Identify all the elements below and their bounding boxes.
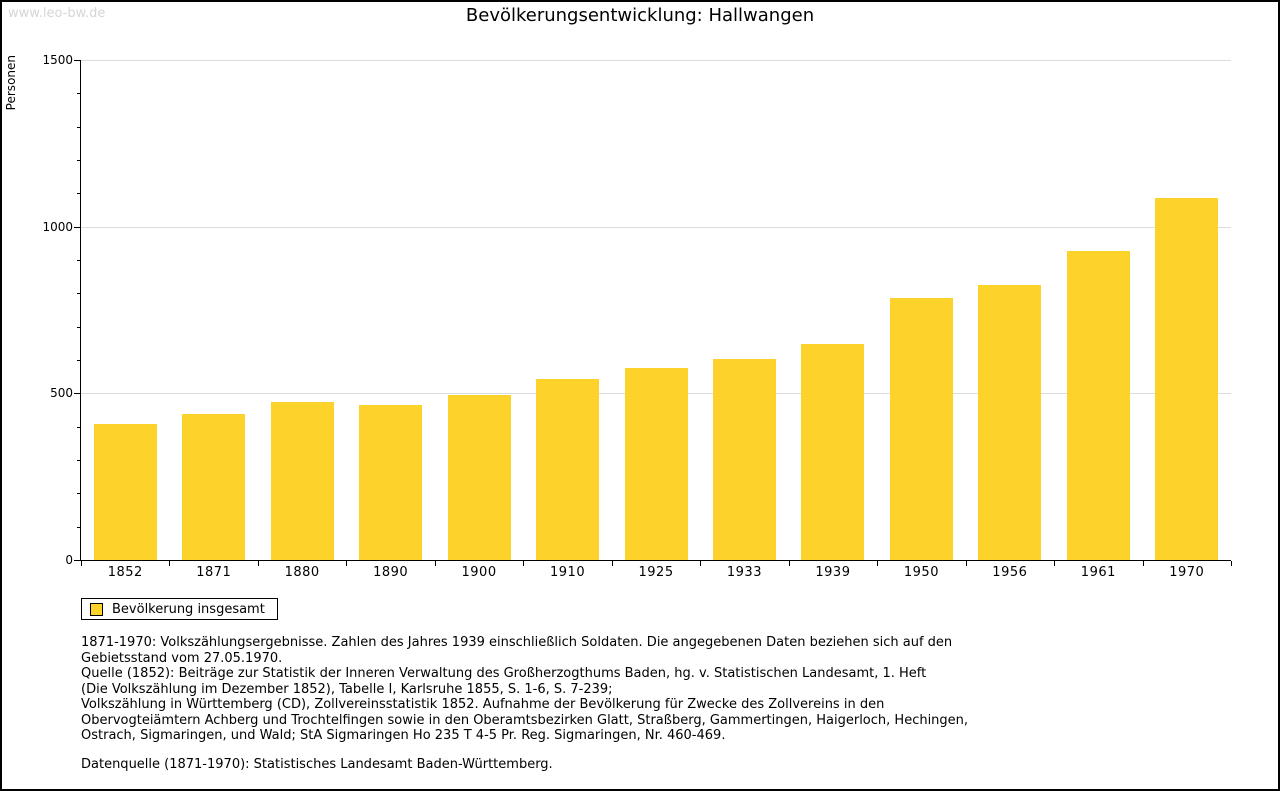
x-tick bbox=[789, 561, 790, 566]
datasource-line: Datenquelle (1871-1970): Statistisches L… bbox=[81, 756, 553, 772]
x-axis-label: 1880 bbox=[284, 565, 320, 580]
bar bbox=[624, 368, 688, 560]
gridline bbox=[81, 227, 1231, 228]
x-tick bbox=[523, 561, 524, 566]
bar bbox=[270, 402, 334, 560]
footnote-line: Ostrach, Sigmaringen, und Wald; StA Sigm… bbox=[81, 728, 726, 743]
footnote: 1871-1970: Volkszählungsergebnisse. Zahl… bbox=[81, 635, 968, 772]
x-axis-label: 1961 bbox=[1080, 565, 1116, 580]
x-axis-label: 1910 bbox=[550, 565, 586, 580]
x-tick bbox=[1231, 561, 1232, 566]
x-axis-label: 1890 bbox=[373, 565, 409, 580]
plot-area bbox=[80, 60, 1231, 561]
watermark: www.leo-bw.de bbox=[8, 6, 106, 21]
footnote-line: Gebietsstand vom 27.05.1970. bbox=[81, 650, 283, 666]
bar bbox=[93, 424, 157, 560]
x-axis-label: 1950 bbox=[903, 565, 939, 580]
x-axis-label: 1939 bbox=[815, 565, 851, 580]
x-tick bbox=[966, 561, 967, 566]
legend-box: Bevölkerung insgesamt bbox=[81, 598, 278, 620]
x-axis-label: 1900 bbox=[461, 565, 497, 580]
bar bbox=[801, 344, 865, 560]
bar bbox=[359, 405, 423, 560]
x-tick bbox=[435, 561, 436, 566]
gridline bbox=[81, 60, 1231, 61]
x-tick bbox=[1143, 561, 1144, 566]
footnote-line: Obervogteiämtern Achberg und Trochtelfin… bbox=[81, 712, 969, 728]
x-tick bbox=[1054, 561, 1055, 566]
footnote-line: Quelle (1852): Beiträge zur Statistik de… bbox=[81, 666, 927, 681]
footnote-line: (Die Volkszählung im Dezember 1852), Tab… bbox=[81, 681, 613, 697]
x-tick bbox=[700, 561, 701, 566]
y-axis-title: Personen bbox=[4, 55, 18, 111]
bar bbox=[889, 298, 953, 560]
legend-label: Bevölkerung insgesamt bbox=[112, 601, 265, 617]
y-tick-label: 500 bbox=[50, 386, 73, 400]
bar bbox=[1066, 251, 1130, 560]
x-tick bbox=[169, 561, 170, 566]
bar bbox=[713, 358, 776, 560]
x-tick bbox=[877, 561, 878, 566]
x-axis-label: 1925 bbox=[638, 565, 674, 580]
x-tick bbox=[258, 561, 259, 566]
y-tick-label: 0 bbox=[65, 553, 73, 567]
bar bbox=[447, 395, 511, 560]
bar bbox=[536, 379, 599, 560]
x-axis-label: 1852 bbox=[107, 565, 143, 580]
x-tick bbox=[346, 561, 347, 566]
x-axis-label: 1933 bbox=[726, 565, 762, 580]
x-tick bbox=[612, 561, 613, 566]
y-tick-label: 1000 bbox=[42, 220, 73, 234]
bar bbox=[978, 284, 1042, 560]
bar bbox=[182, 414, 246, 560]
chart-title: Bevölkerungsentwicklung: Hallwangen bbox=[465, 5, 815, 26]
x-tick bbox=[81, 561, 82, 566]
x-axis-label: 1970 bbox=[1169, 565, 1205, 580]
legend-swatch-icon bbox=[90, 602, 103, 616]
x-axis-label: 1956 bbox=[992, 565, 1028, 580]
x-axis-label: 1871 bbox=[196, 565, 232, 580]
bar bbox=[1155, 197, 1219, 560]
footnote-line: 1871-1970: Volkszählungsergebnisse. Zahl… bbox=[81, 635, 953, 650]
footnote-line: Volkszählung in Württemberg (CD), Zollve… bbox=[81, 697, 885, 712]
